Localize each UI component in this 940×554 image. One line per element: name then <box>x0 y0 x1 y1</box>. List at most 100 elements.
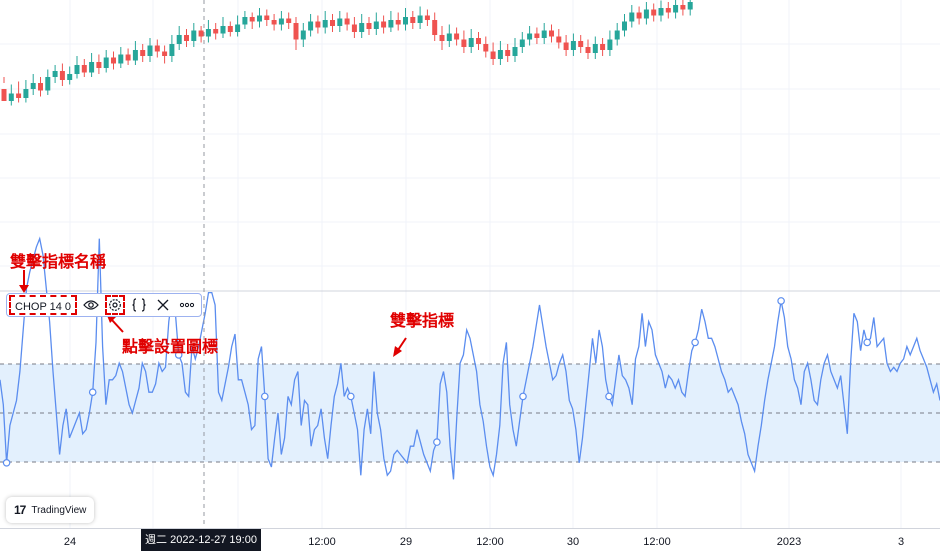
candle-body <box>278 18 284 25</box>
candle-body <box>74 65 80 74</box>
tradingview-logo[interactable]: 17 TradingView <box>6 497 95 523</box>
chop-selection-marker <box>691 338 699 347</box>
candle-body <box>549 30 554 37</box>
candle-body <box>556 36 562 43</box>
candle-body <box>132 50 138 61</box>
crosshair-time-label: 週二 2022-12-27 19:00 <box>141 529 261 551</box>
candle-body <box>220 26 226 34</box>
candle-body <box>16 93 22 98</box>
more-horizontal-icon[interactable] <box>177 295 197 315</box>
candle-body <box>257 15 262 22</box>
time-axis-label: 29 <box>399 536 413 548</box>
candle-body <box>103 57 109 68</box>
candle-body <box>497 50 503 59</box>
candle-body <box>643 9 649 19</box>
candle-body <box>534 33 540 38</box>
candle-body <box>8 93 14 101</box>
candle-body <box>512 47 518 56</box>
annotation-double-click-indicator: 雙擊指標 <box>390 311 455 330</box>
candle-body <box>154 45 160 52</box>
indicator-name-label[interactable]: CHOP 14 0 <box>9 295 78 315</box>
chop-selection-marker <box>863 338 872 347</box>
candle-body <box>541 30 547 38</box>
candle-body <box>527 33 533 40</box>
candle-body <box>585 47 591 53</box>
candle-body <box>176 35 182 44</box>
candle-body <box>315 21 321 28</box>
candle-body <box>191 30 197 41</box>
candle-body <box>658 8 664 16</box>
close-icon[interactable] <box>153 295 173 315</box>
candle-body <box>351 24 357 32</box>
candle-body <box>468 38 474 47</box>
candle-body <box>570 41 576 50</box>
candle-body <box>300 30 306 40</box>
annotation-click-settings: 點擊設置圖標 <box>122 337 219 356</box>
candle-body <box>271 20 277 25</box>
candle-body <box>330 20 335 26</box>
candle-body <box>169 44 175 56</box>
tradingview-logo-mark: 17 <box>14 503 26 517</box>
candle-body <box>614 30 620 40</box>
chop-selection-marker <box>174 351 183 359</box>
candle-body <box>461 39 467 47</box>
candle-body <box>651 9 657 16</box>
candle-body <box>308 21 314 31</box>
candle-body <box>417 15 423 23</box>
candle-body <box>373 21 379 29</box>
arrow-head-1 <box>19 285 29 293</box>
candle-body <box>687 2 693 10</box>
candle-body <box>476 38 481 44</box>
chop-selection-markers <box>2 297 872 467</box>
candle-body <box>337 18 343 26</box>
candle-body <box>446 33 452 41</box>
candle-body <box>622 21 627 31</box>
annotation-double-click-name: 雙擊指標名稱 <box>10 252 107 271</box>
time-axis-label: 3 <box>897 536 905 548</box>
curly-braces-icon[interactable] <box>129 295 149 315</box>
candle-body <box>45 77 51 91</box>
time-axis-label: 24 <box>63 536 77 548</box>
candle-body <box>96 62 102 68</box>
price-candles[interactable] <box>1 0 693 106</box>
chop-indicator-line[interactable] <box>0 236 940 480</box>
candle-body <box>184 35 189 41</box>
candle-body <box>403 17 408 25</box>
candle-body <box>344 18 350 25</box>
chop-selection-marker <box>2 458 11 467</box>
candle-body <box>607 39 613 50</box>
candle-body <box>366 23 372 29</box>
candle-body <box>395 20 401 25</box>
candle-body <box>235 24 241 32</box>
chop-selection-marker <box>433 438 441 446</box>
arrow-head-3 <box>393 346 402 357</box>
candle-body <box>424 15 430 20</box>
candle-body <box>578 41 584 47</box>
candle-body <box>52 71 58 77</box>
candle-body <box>680 5 686 10</box>
candle-body <box>665 8 671 13</box>
candle-body <box>1 89 7 101</box>
candle-body <box>30 83 36 89</box>
candle-body <box>600 44 606 50</box>
candle-body <box>388 20 394 28</box>
candle-body <box>249 17 255 22</box>
eye-icon[interactable] <box>81 295 101 315</box>
candle-body <box>147 45 153 56</box>
indicator-legend[interactable]: CHOP 14 0 <box>6 293 203 317</box>
time-axis-label: 2023 <box>776 536 802 548</box>
time-axis-label: 12:00 <box>308 536 336 548</box>
candle-body <box>264 15 270 20</box>
gear-icon[interactable] <box>105 295 126 315</box>
candle-body <box>125 54 131 61</box>
candle-body <box>59 71 65 80</box>
arrow-diag-3 <box>397 337 407 351</box>
chop-selection-marker <box>519 392 527 401</box>
time-axis-label: 12:00 <box>476 536 504 548</box>
candle-body <box>519 39 525 47</box>
candle-body <box>140 50 146 56</box>
chop-selection-marker <box>777 297 785 305</box>
candle-body <box>563 42 569 50</box>
time-axis-label: 30 <box>566 536 580 548</box>
